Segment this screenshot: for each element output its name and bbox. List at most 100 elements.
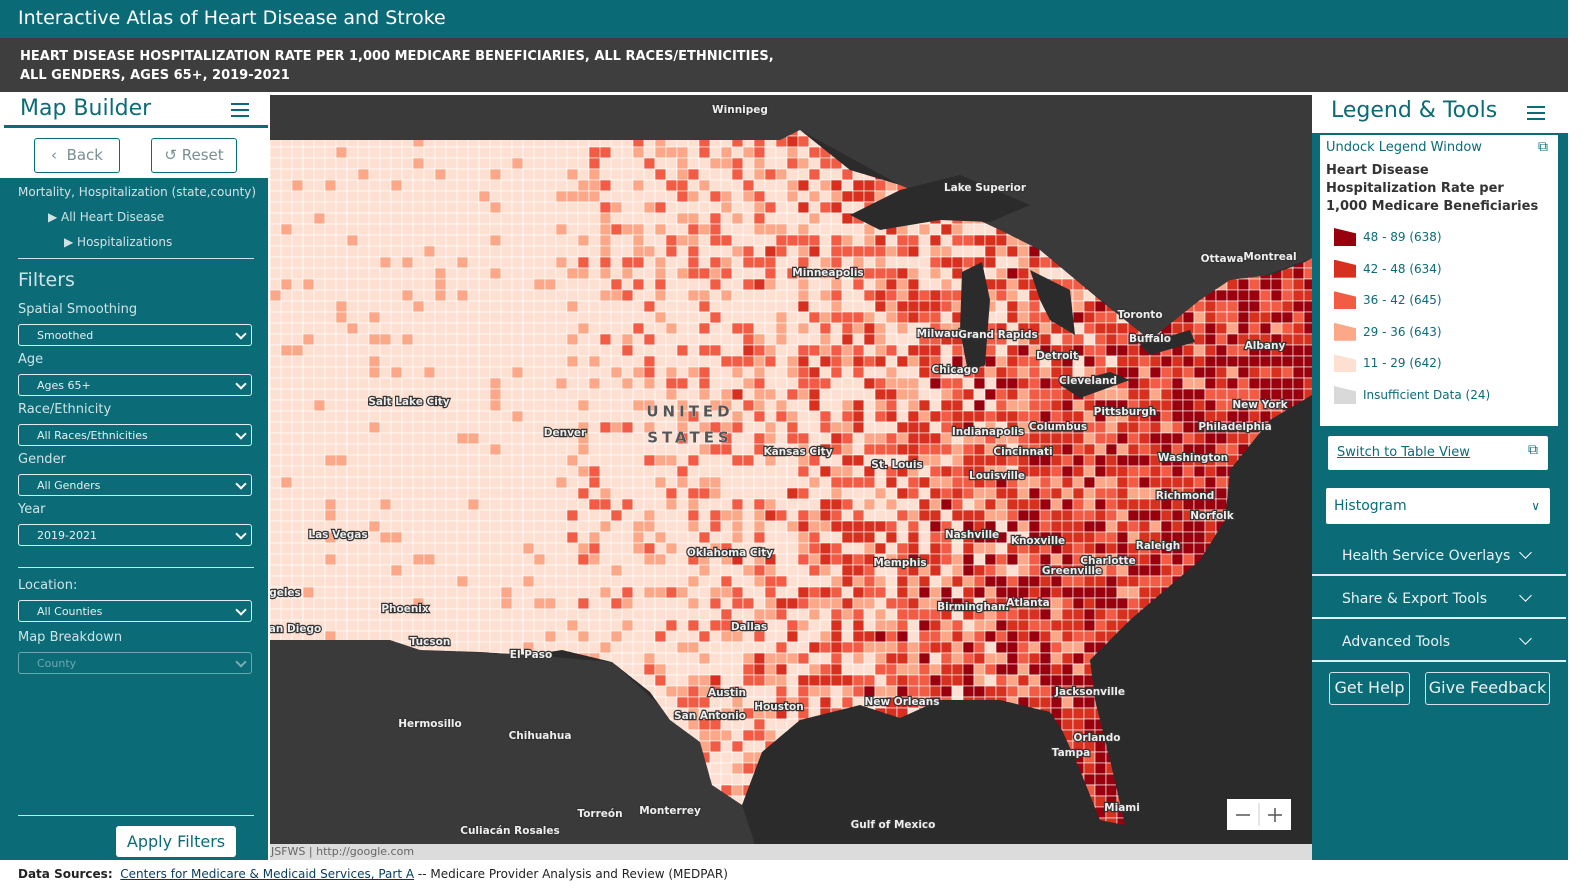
breadcrumb[interactable]: ▶ All Heart Disease xyxy=(48,210,165,224)
county xyxy=(885,278,898,291)
county xyxy=(775,465,788,478)
county xyxy=(357,421,370,434)
apply-button[interactable]: Apply Filters xyxy=(116,826,236,857)
county xyxy=(654,146,667,159)
county xyxy=(852,498,865,511)
county xyxy=(291,344,304,357)
county xyxy=(335,234,348,247)
county xyxy=(819,685,832,698)
county xyxy=(390,586,403,599)
county xyxy=(885,377,898,390)
county xyxy=(1039,432,1052,445)
county xyxy=(544,168,557,181)
county xyxy=(786,608,799,621)
county xyxy=(302,476,315,489)
county xyxy=(1039,498,1052,511)
county xyxy=(445,509,458,522)
county xyxy=(709,322,722,335)
county xyxy=(819,630,832,643)
county xyxy=(280,278,293,291)
county xyxy=(390,366,403,379)
county xyxy=(588,520,601,533)
county xyxy=(687,586,700,599)
county xyxy=(1017,267,1030,280)
county xyxy=(467,553,480,566)
county xyxy=(489,333,502,346)
county xyxy=(687,696,700,709)
back-button[interactable]: ‹ Back xyxy=(34,138,120,173)
county xyxy=(291,509,304,522)
county xyxy=(929,553,942,566)
county xyxy=(313,608,326,621)
county xyxy=(302,245,315,258)
county xyxy=(270,542,282,555)
county xyxy=(577,586,590,599)
county xyxy=(412,542,425,555)
county xyxy=(346,278,359,291)
county xyxy=(786,630,799,643)
county xyxy=(753,597,766,610)
county xyxy=(434,267,447,280)
county xyxy=(753,575,766,588)
county xyxy=(852,487,865,500)
county xyxy=(929,256,942,269)
county xyxy=(654,685,667,698)
county xyxy=(643,531,656,544)
county xyxy=(632,157,645,170)
county xyxy=(643,476,656,489)
county xyxy=(852,179,865,192)
county xyxy=(665,498,678,511)
county xyxy=(918,256,931,269)
county xyxy=(709,520,722,533)
county xyxy=(588,509,601,522)
breadcrumb[interactable]: ▶ Hospitalizations xyxy=(64,235,173,249)
county xyxy=(654,157,667,170)
county xyxy=(709,498,722,511)
county xyxy=(764,487,777,500)
breadcrumb[interactable]: Mortality, Hospitalization (state,county… xyxy=(18,185,257,199)
county xyxy=(390,179,403,192)
county xyxy=(346,212,359,225)
county xyxy=(280,201,293,214)
county xyxy=(1017,256,1030,269)
county xyxy=(1072,586,1085,599)
county xyxy=(489,410,502,423)
county xyxy=(852,586,865,599)
county xyxy=(577,234,590,247)
county xyxy=(489,344,502,357)
county xyxy=(830,542,843,555)
county xyxy=(918,421,931,434)
county xyxy=(797,355,810,368)
county xyxy=(797,685,810,698)
reset-button[interactable]: ↺ Reset xyxy=(151,138,237,173)
county xyxy=(313,454,326,467)
county xyxy=(401,146,414,159)
county xyxy=(401,476,414,489)
county xyxy=(698,575,711,588)
county xyxy=(940,487,953,500)
county xyxy=(610,300,623,313)
county xyxy=(346,311,359,324)
county xyxy=(610,443,623,456)
county xyxy=(1017,553,1030,566)
county xyxy=(478,190,491,203)
county xyxy=(775,553,788,566)
county xyxy=(1083,619,1096,632)
county xyxy=(511,355,524,368)
county xyxy=(335,443,348,456)
county xyxy=(467,179,480,192)
county xyxy=(478,421,491,434)
county xyxy=(467,454,480,467)
county xyxy=(896,344,909,357)
county xyxy=(753,300,766,313)
county xyxy=(786,674,799,687)
menu-icon[interactable] xyxy=(231,103,249,117)
county xyxy=(456,509,469,522)
county xyxy=(1061,707,1074,720)
county xyxy=(434,146,447,159)
county xyxy=(896,542,909,555)
county xyxy=(1094,619,1107,632)
county xyxy=(544,201,557,214)
county xyxy=(676,630,689,643)
